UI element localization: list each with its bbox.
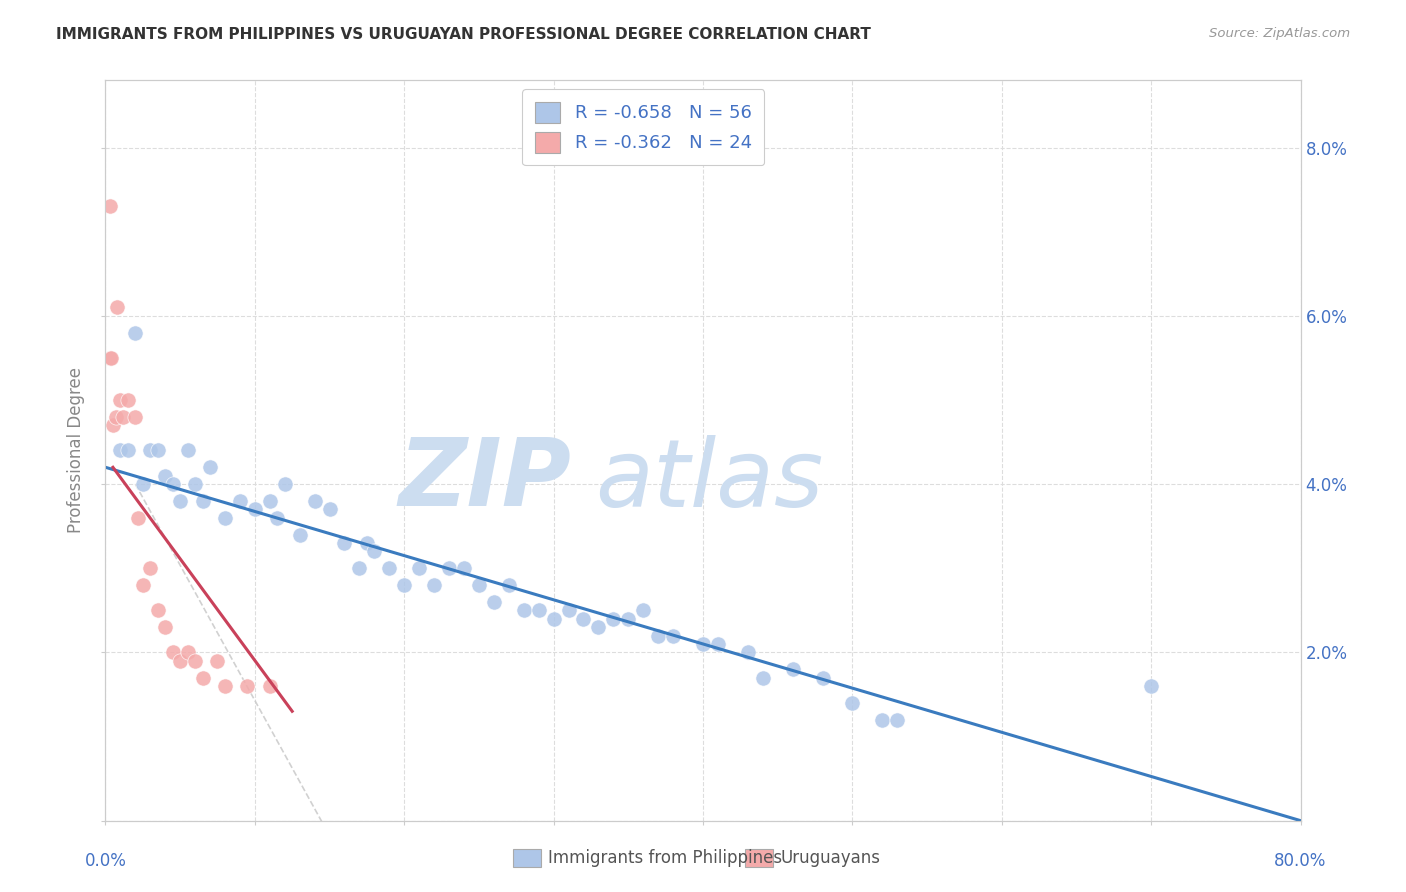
Point (707, 637, 730, 651)
Point (198, 460, 221, 475)
Point (737, 645, 759, 659)
Point (169, 494, 191, 508)
Point (98, 351, 121, 365)
Point (104, 409, 127, 424)
Point (107, 301, 129, 315)
Point (662, 628, 685, 642)
Text: ZIP: ZIP (399, 434, 571, 526)
Point (318, 502, 340, 516)
Point (153, 468, 177, 483)
Point (408, 561, 430, 575)
Point (453, 561, 475, 575)
Point (557, 603, 579, 617)
Point (176, 443, 198, 458)
Point (139, 561, 162, 575)
Point (191, 494, 214, 508)
Text: 80.0%: 80.0% (1274, 852, 1327, 870)
Point (482, 595, 505, 609)
Point (124, 409, 146, 424)
Point (259, 679, 281, 693)
Point (98, 199, 121, 213)
Point (872, 713, 894, 727)
Legend: R = -0.658   N = 56, R = -0.362   N = 24: R = -0.658 N = 56, R = -0.362 N = 24 (522, 89, 765, 165)
Point (259, 494, 281, 508)
Point (633, 603, 655, 617)
Point (162, 477, 184, 491)
Point (841, 696, 863, 710)
Point (100, 351, 122, 365)
Point (423, 578, 446, 592)
Point (602, 612, 624, 626)
Point (132, 578, 155, 592)
Point (101, 418, 124, 433)
Point (146, 443, 169, 458)
Point (363, 544, 385, 558)
Point (169, 654, 191, 668)
Point (588, 620, 610, 634)
Point (1140, 679, 1163, 693)
Point (527, 603, 550, 617)
Text: IMMIGRANTS FROM PHILIPPINES VS URUGUAYAN PROFESSIONAL DEGREE CORRELATION CHART: IMMIGRANTS FROM PHILIPPINES VS URUGUAYAN… (56, 27, 872, 42)
Point (153, 620, 177, 634)
Text: 0.0%: 0.0% (84, 852, 127, 870)
Point (349, 561, 371, 575)
Point (124, 326, 146, 340)
Point (146, 603, 169, 617)
Point (437, 561, 460, 575)
Y-axis label: Professional Degree: Professional Degree (67, 368, 86, 533)
Point (356, 536, 378, 550)
Point (229, 494, 252, 508)
Text: Immigrants from Philippines: Immigrants from Philippines (548, 849, 783, 867)
Point (751, 671, 773, 685)
Point (886, 713, 908, 727)
Point (117, 443, 139, 458)
Point (378, 561, 401, 575)
Point (498, 578, 520, 592)
Point (304, 494, 326, 508)
Point (236, 679, 259, 693)
Point (513, 603, 536, 617)
Point (572, 612, 595, 626)
Point (543, 612, 565, 626)
Point (392, 578, 416, 592)
Point (214, 510, 236, 524)
Point (162, 645, 184, 659)
Point (692, 637, 714, 651)
Point (184, 477, 207, 491)
Text: Source: ZipAtlas.com: Source: ZipAtlas.com (1209, 27, 1350, 40)
Point (782, 662, 804, 676)
Point (273, 477, 295, 491)
Point (288, 527, 311, 541)
Point (647, 628, 669, 642)
Point (333, 536, 356, 550)
Point (117, 392, 139, 407)
Point (176, 645, 198, 659)
Point (243, 502, 266, 516)
Point (191, 671, 214, 685)
Point (110, 443, 132, 458)
Point (214, 679, 236, 693)
Text: Uruguayans: Uruguayans (780, 849, 880, 867)
Point (468, 578, 491, 592)
Point (110, 392, 132, 407)
Point (139, 443, 162, 458)
Point (617, 612, 640, 626)
Point (112, 409, 135, 424)
Text: atlas: atlas (596, 434, 824, 525)
Point (266, 510, 288, 524)
Point (127, 510, 149, 524)
Point (132, 477, 155, 491)
Point (207, 654, 229, 668)
Point (184, 654, 207, 668)
Point (811, 671, 834, 685)
